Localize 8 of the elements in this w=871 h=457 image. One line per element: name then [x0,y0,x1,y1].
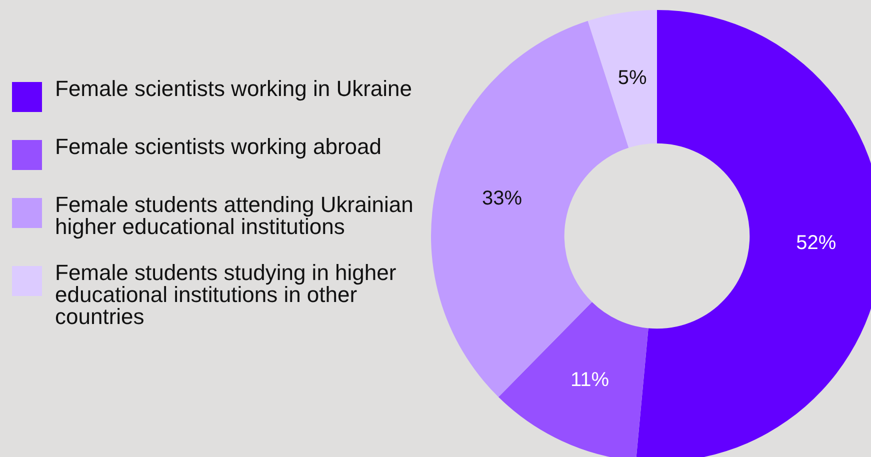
legend-label: Female students attending Ukrainian higher educational institutions [55,192,414,239]
data-label: 5% [618,67,647,90]
data-label: 11% [570,368,610,391]
data-label: 33% [482,188,522,210]
legend-label: Female scientists working in Ukraine [55,76,412,101]
legend-label: Female students studying in higher educational institutions in other countries [55,260,398,329]
data-label: 52% [796,232,836,254]
legend-label: Female scientists working abroad [55,134,382,159]
